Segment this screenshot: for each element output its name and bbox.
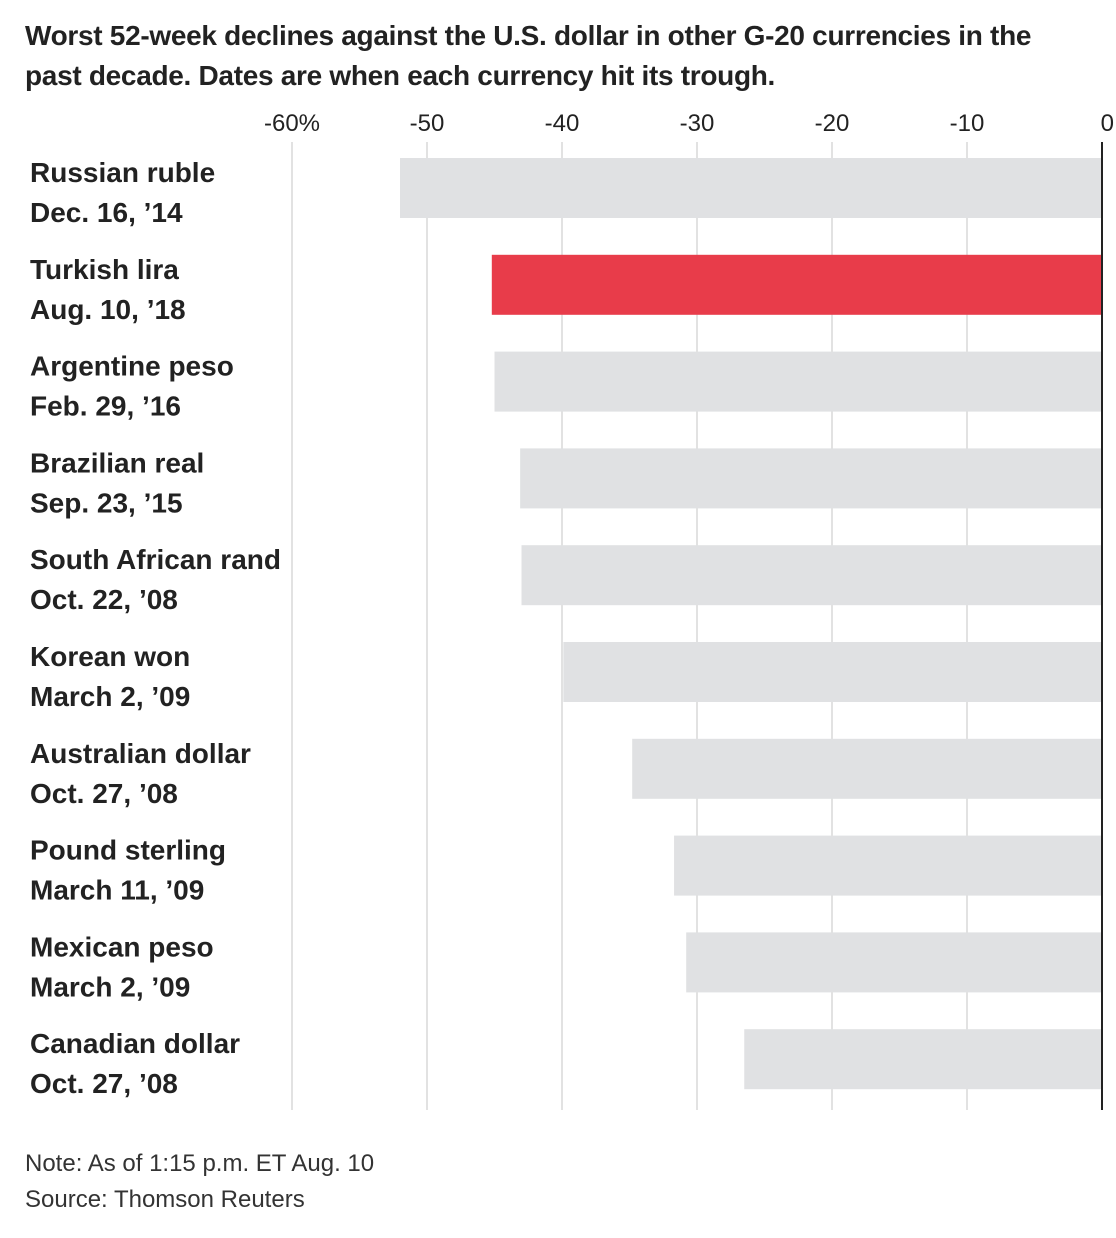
category-label: Turkish lira (30, 254, 179, 285)
category-label: Pound sterling (30, 835, 226, 866)
date-label: Feb. 29, ’16 (30, 391, 181, 422)
date-label: Oct. 27, ’08 (30, 778, 178, 809)
bar-mexican-peso (686, 932, 1102, 993)
tick-label: 0 (1101, 110, 1114, 137)
tick-label: -20 (815, 110, 850, 137)
category-label: Russian ruble (30, 157, 215, 188)
tick-label: -10 (950, 110, 985, 137)
date-label: March 11, ’09 (30, 875, 204, 906)
category-label: Canadian dollar (30, 1028, 240, 1059)
chart-source: Source: Thomson Reuters (25, 1186, 305, 1213)
date-label: Sep. 23, ’15 (30, 487, 183, 518)
tick-label: -30 (680, 110, 715, 137)
date-label: Oct. 27, ’08 (30, 1068, 178, 1099)
category-label: South African rand (30, 544, 281, 575)
chart-title: Worst 52-week declines against the U.S. … (25, 20, 1032, 91)
date-label: March 2, ’09 (30, 971, 190, 1002)
bar-turkish-lira (491, 254, 1102, 315)
date-label: Dec. 16, ’14 (30, 197, 183, 228)
bar-korean-won (563, 642, 1102, 702)
category-label: Australian dollar (30, 738, 251, 769)
bar-south-african-rand (521, 545, 1102, 606)
date-label: Aug. 10, ’18 (30, 294, 186, 325)
date-label: March 2, ’09 (30, 681, 190, 712)
bar-argentine-peso (494, 351, 1102, 412)
category-label: Brazilian real (30, 447, 204, 478)
date-label: Oct. 22, ’08 (30, 584, 178, 615)
bar-canadian-dollar (744, 1029, 1102, 1090)
bar-australian-dollar (632, 738, 1102, 799)
tick-label: -50 (410, 110, 445, 137)
category-label: Mexican peso (30, 931, 214, 962)
chart-note: Note: As of 1:15 p.m. ET Aug. 10 (25, 1150, 375, 1177)
tick-label: -40 (545, 110, 580, 137)
bar-brazilian-real (520, 448, 1102, 509)
tick-label: -60% (264, 110, 320, 137)
bar-russian-ruble (400, 158, 1102, 218)
bar-pound-sterling (674, 835, 1102, 896)
category-label: Korean won (30, 641, 190, 672)
category-label: Argentine peso (30, 351, 234, 382)
